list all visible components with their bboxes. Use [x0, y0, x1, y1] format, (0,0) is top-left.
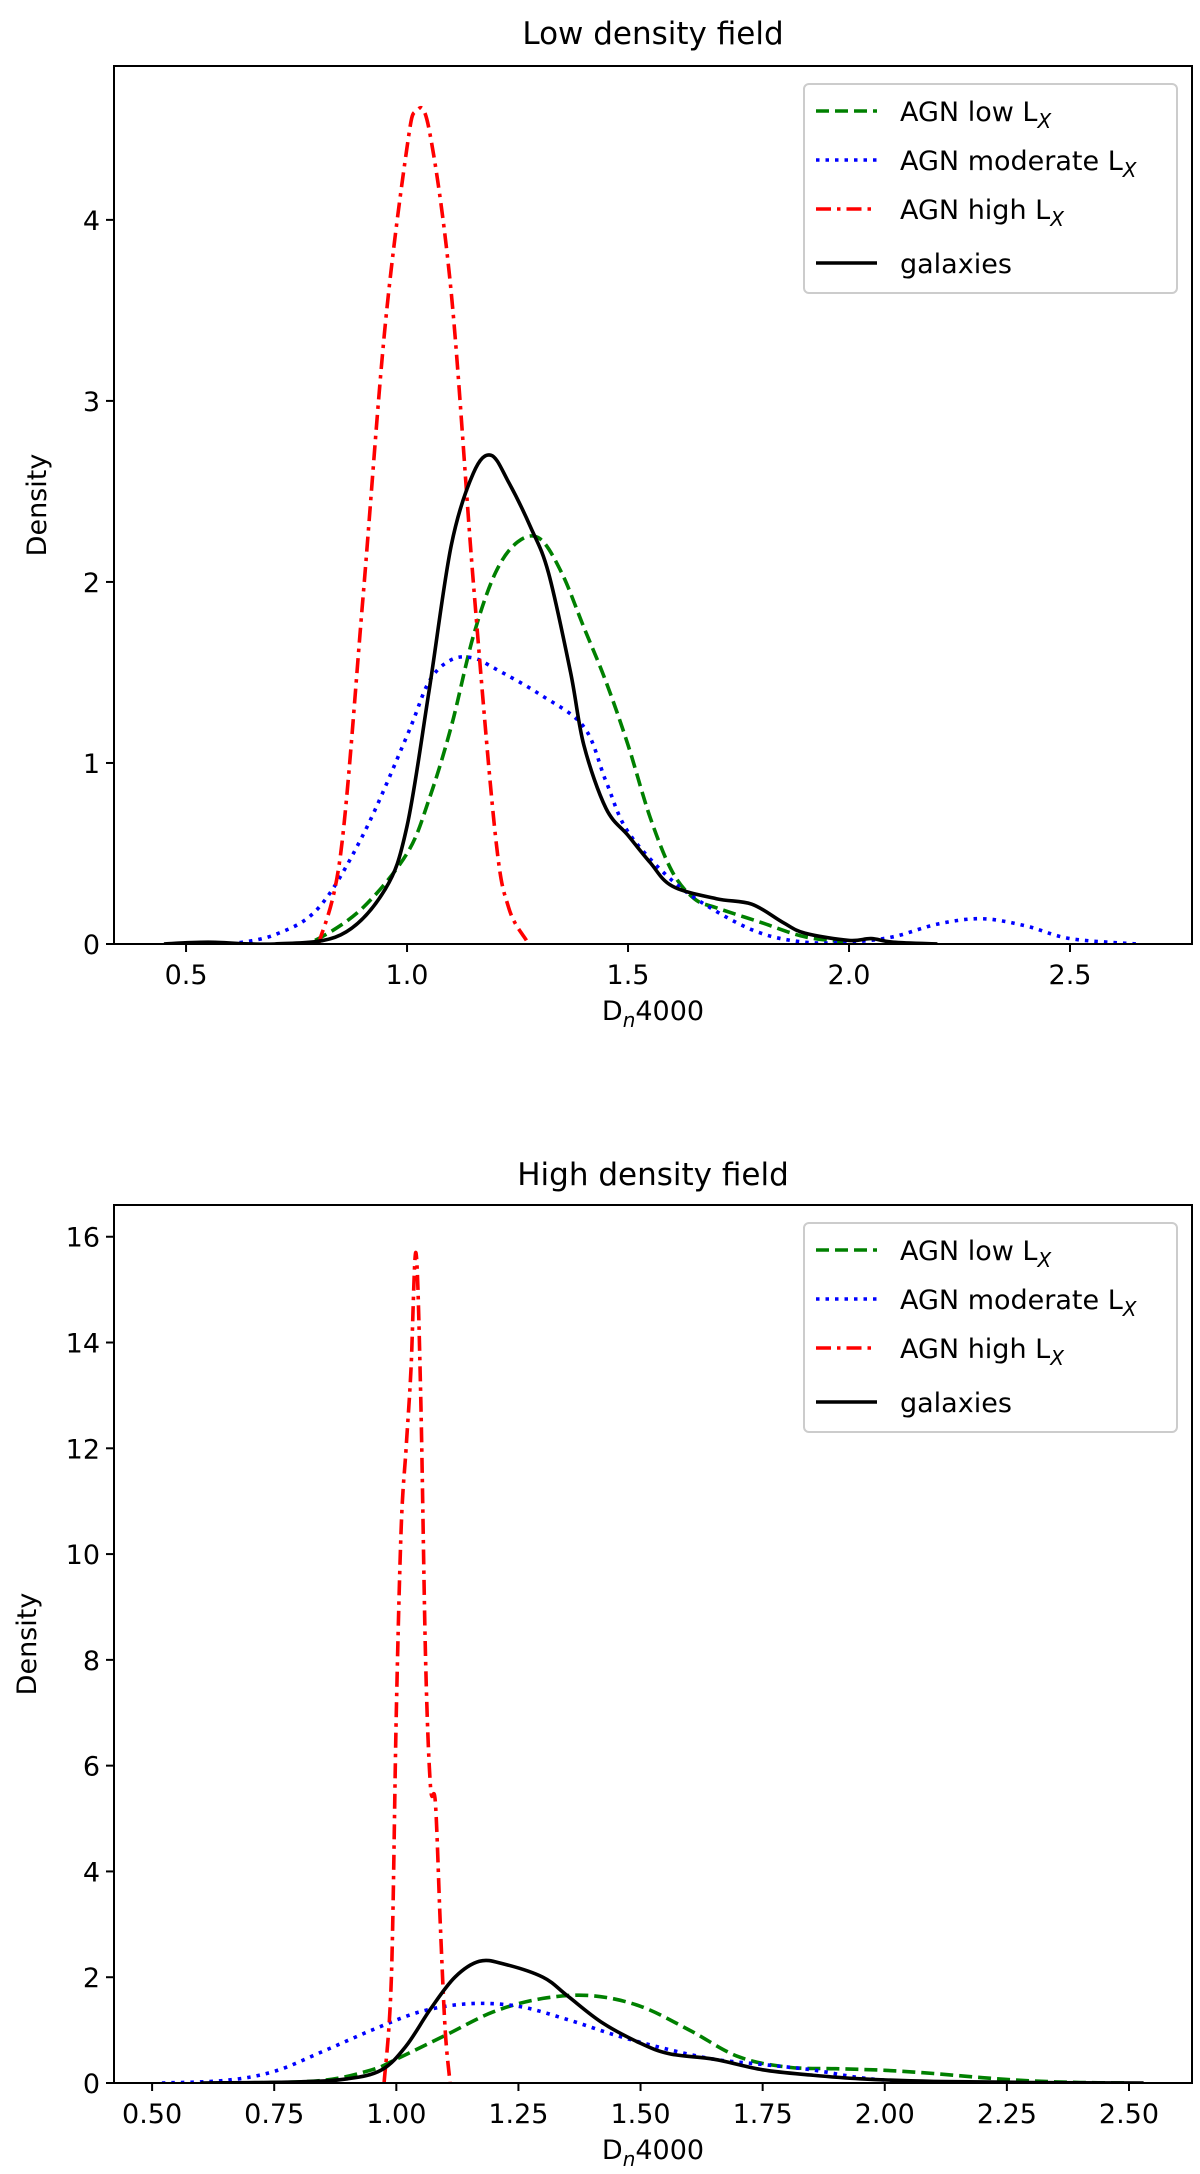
- legend-box: [803, 1222, 1178, 1433]
- legend-label-name: AGN moderate L: [900, 146, 1123, 177]
- legend-label: AGN moderate LX: [900, 146, 1138, 182]
- y-axis-label: Density: [22, 454, 53, 557]
- x-axis-label-main: D: [602, 2135, 623, 2166]
- x-axis-label: Dn4000: [602, 996, 704, 1032]
- x-tick-label: 2.50: [1099, 2099, 1159, 2130]
- legend-label: galaxies: [900, 249, 1012, 280]
- x-tick-label: 1.00: [366, 2099, 426, 2130]
- legend-item: AGN low LX: [816, 97, 1052, 133]
- series-line-agn-moderate-l-x: [161, 2001, 983, 2083]
- legend-label: galaxies: [900, 1388, 1012, 1419]
- series-line-galaxies: [200, 1958, 1144, 2083]
- x-tick-label: 2.0: [828, 960, 871, 991]
- legend-label-name: AGN low L: [900, 1236, 1037, 1267]
- chart-title: Low density field: [522, 16, 783, 52]
- legend-item: AGN high LX: [816, 1334, 1065, 1370]
- series-line-agn-low-l-x: [296, 534, 850, 944]
- y-tick-label: 6: [83, 1752, 100, 1783]
- series-line-agn-high-l-x: [382, 1250, 452, 2083]
- legend-item: galaxies: [816, 249, 1012, 280]
- legend-label-sub: X: [1122, 1297, 1138, 1321]
- legend-label-name: AGN low L: [900, 97, 1037, 128]
- x-axis-label: Dn4000: [602, 2135, 704, 2171]
- y-tick-label: 4: [83, 206, 100, 237]
- y-tick-label: 0: [83, 930, 100, 961]
- x-axis-label-rest: 4000: [635, 2135, 704, 2166]
- legend-label-sub: X: [1049, 1346, 1065, 1370]
- x-axis-label-sub: n: [623, 2147, 636, 2171]
- series-line-agn-low-l-x: [249, 1993, 1130, 2083]
- y-tick-label: 3: [83, 387, 100, 418]
- legend-item: galaxies: [816, 1388, 1012, 1419]
- y-tick-label: 12: [66, 1434, 100, 1465]
- x-tick-label: 0.5: [165, 960, 208, 991]
- x-tick-label: 1.50: [610, 2099, 670, 2130]
- legend-box: [803, 83, 1178, 294]
- legend-item: AGN moderate LX: [816, 1285, 1138, 1321]
- x-tick-label: 2.5: [1049, 960, 1092, 991]
- x-tick-label: 1.0: [386, 960, 429, 991]
- x-tick-label: 1.75: [733, 2099, 793, 2130]
- y-tick-label: 0: [83, 2069, 100, 2100]
- plot-frame: [113, 1204, 1193, 2084]
- x-axis-label-rest: 4000: [635, 996, 704, 1027]
- y-tick-label: 4: [83, 1857, 100, 1888]
- legend-item: AGN low LX: [816, 1236, 1052, 1272]
- y-tick-label: 8: [83, 1646, 100, 1677]
- legend-label-name: AGN moderate L: [900, 1285, 1123, 1316]
- legend-item: AGN high LX: [816, 195, 1065, 231]
- legend-label-sub: X: [1036, 1248, 1052, 1272]
- x-tick-label: 2.00: [855, 2099, 915, 2130]
- y-tick-label: 2: [83, 568, 100, 599]
- chart-panel-2: High density field 0.50 0.75 1.00 1.25 1.50 1.…: [12, 1157, 1193, 2171]
- legend-label-name: AGN high L: [900, 195, 1050, 226]
- series-line-galaxies: [163, 453, 938, 944]
- x-tick-label: 1.5: [607, 960, 650, 991]
- y-axis-label: Density: [12, 1593, 43, 1696]
- series-line-agn-high-l-x: [316, 105, 528, 944]
- y-tick-label: 1: [83, 749, 100, 780]
- x-tick-label: 0.75: [244, 2099, 304, 2130]
- chart-title: High density field: [517, 1157, 789, 1193]
- legend-label-sub: X: [1036, 109, 1052, 133]
- legend-label-name: galaxies: [900, 249, 1012, 280]
- y-tick-label: 14: [66, 1329, 100, 1360]
- legend-item: AGN moderate LX: [816, 146, 1138, 182]
- legend-label-sub: X: [1049, 207, 1065, 231]
- legend-label-sub: X: [1122, 158, 1138, 182]
- legend-label: AGN high LX: [900, 195, 1065, 231]
- legend-label: AGN high LX: [900, 1334, 1065, 1370]
- x-axis-label-main: D: [602, 996, 623, 1027]
- x-tick-label: 2.25: [977, 2099, 1037, 2130]
- series-line-agn-moderate-l-x: [229, 655, 1137, 944]
- legend-label: AGN low LX: [900, 1236, 1052, 1272]
- x-axis-label-sub: n: [623, 1008, 636, 1032]
- legend-label-name: galaxies: [900, 1388, 1012, 1419]
- legend-label: AGN moderate LX: [900, 1285, 1138, 1321]
- x-tick-label: 1.25: [488, 2099, 548, 2130]
- legend-label-name: AGN high L: [900, 1334, 1050, 1365]
- chart-panel-1: Low density field 0.5 1.0 1.5 2.0 2.5 0 1 2 3 4 Dn4…: [22, 16, 1193, 1032]
- x-tick-label: 0.50: [122, 2099, 182, 2130]
- y-tick-label: 16: [66, 1223, 100, 1254]
- legend-label: AGN low LX: [900, 97, 1052, 133]
- y-tick-label: 2: [83, 1963, 100, 1994]
- plot-frame: [113, 65, 1193, 945]
- y-tick-label: 10: [66, 1540, 100, 1571]
